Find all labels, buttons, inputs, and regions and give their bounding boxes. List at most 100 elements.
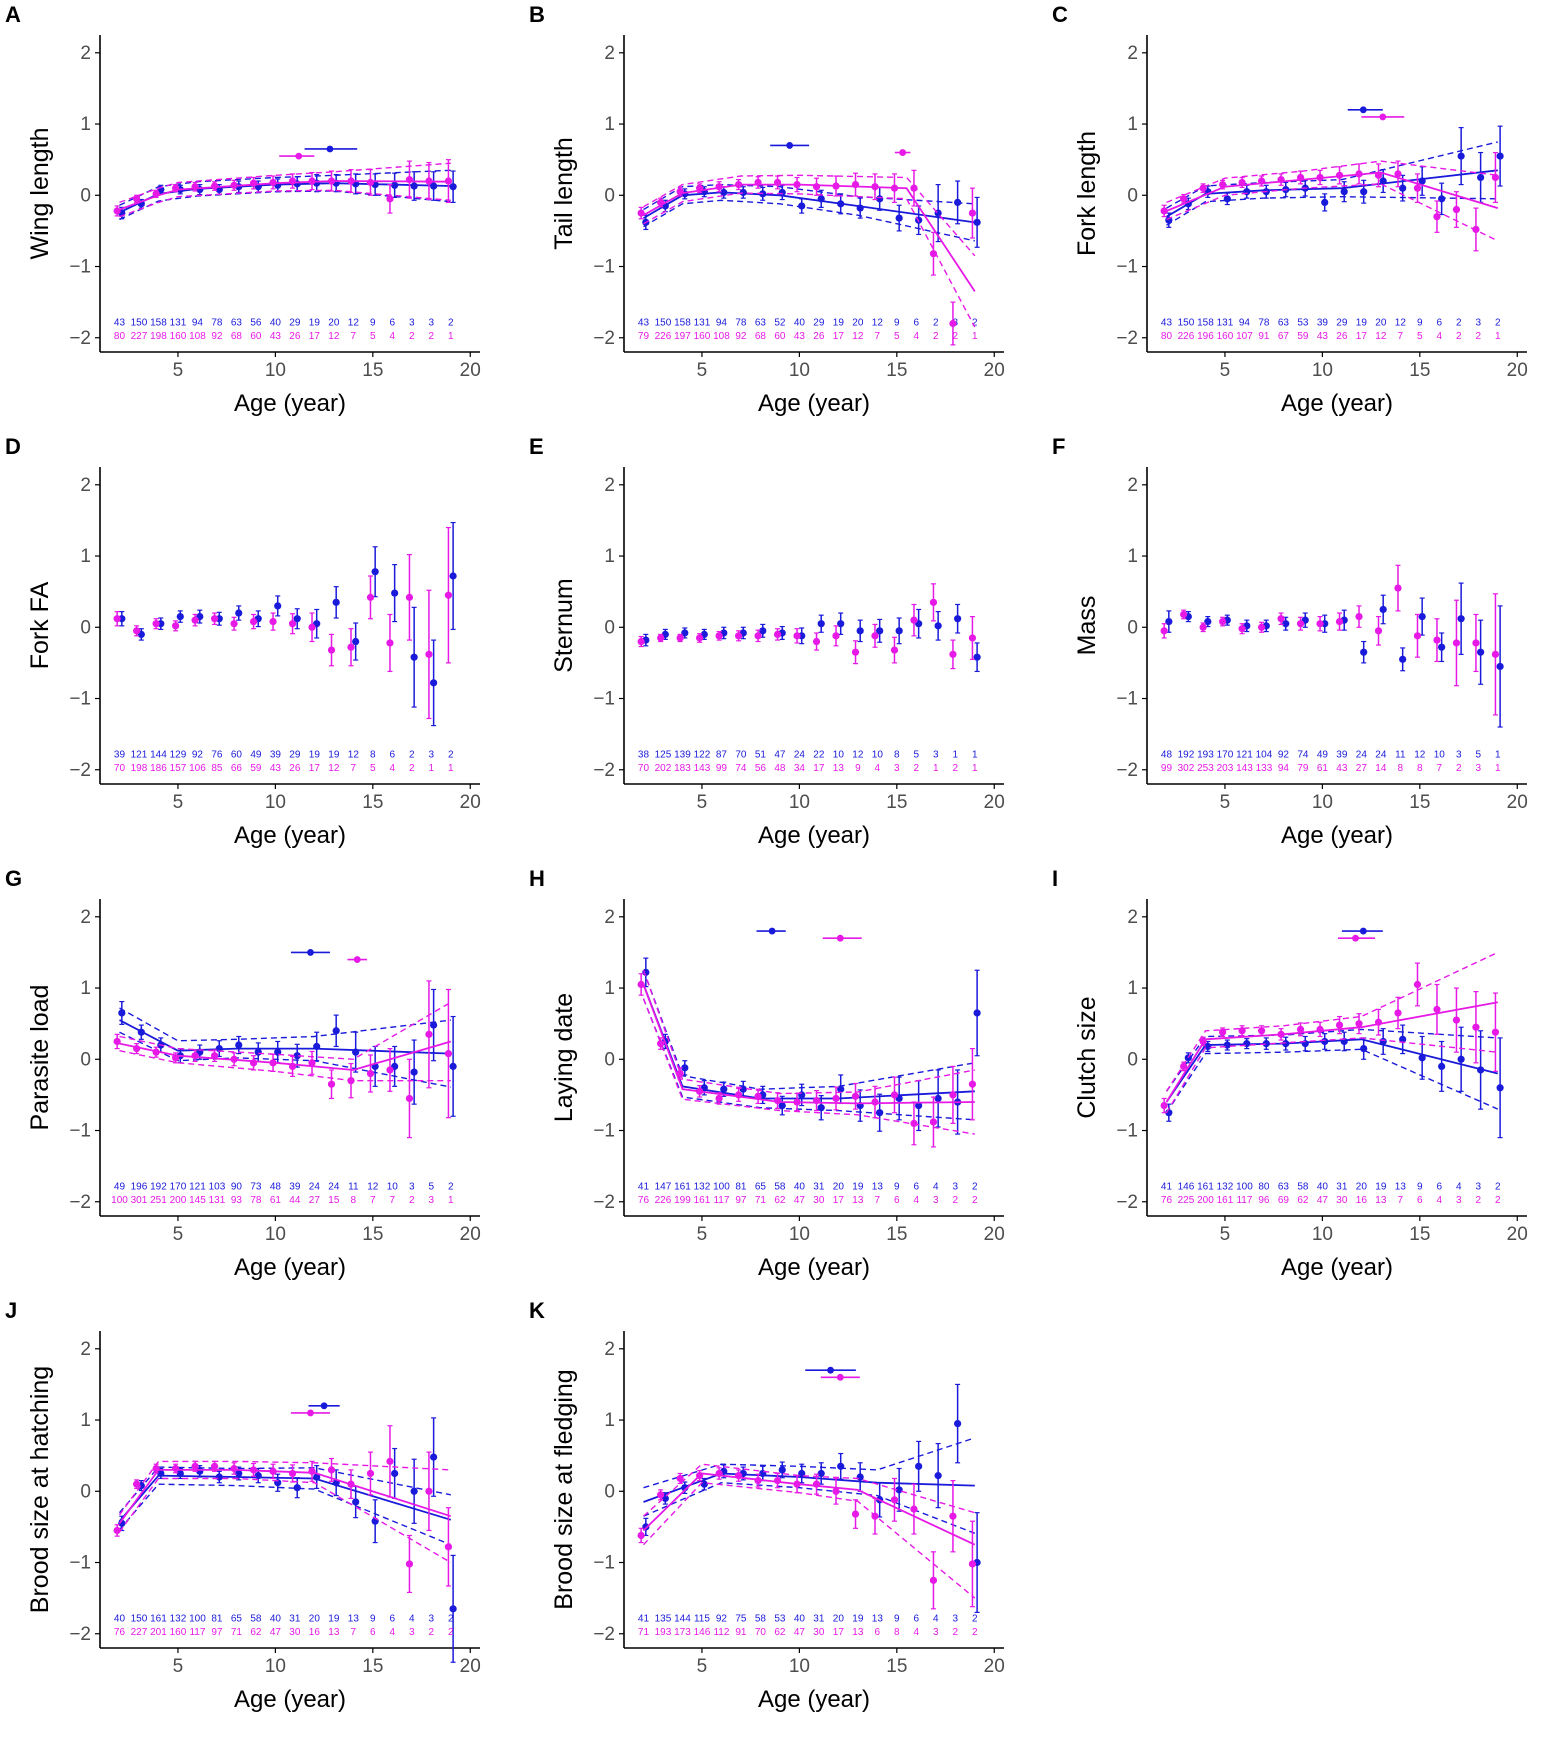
data-point [642, 1523, 650, 1531]
data-point [949, 650, 957, 658]
sample-size-label: 40 [794, 1182, 806, 1193]
x-axis-label: Age (year) [234, 1686, 346, 1713]
series-female: 76 226 199 161 117 97 71 62 47 30 17 13 7 6 4 3 2 2 [637, 934, 978, 1206]
sample-size-label: 26 [289, 331, 301, 342]
data-point [1223, 195, 1231, 203]
x-tick-label: 20 [1507, 360, 1528, 381]
panel-h: H Laying date Age (year) −2 −1 0 1 2 5 10 15 20 41 14… [524, 864, 1024, 1284]
sample-size-label: 92 [192, 750, 204, 761]
sample-size-label: 3 [1476, 318, 1482, 329]
sample-size-label: 139 [674, 750, 691, 761]
sample-size-label: 121 [1236, 750, 1253, 761]
sample-size-label: 87 [716, 750, 728, 761]
sample-size-label: 16 [309, 1627, 321, 1638]
data-point [1472, 639, 1480, 647]
series-female: 70 202 183 143 99 74 56 48 34 17 13 9 4 3 2 1 2 1 [637, 583, 978, 774]
sample-size-label: 121 [131, 750, 148, 761]
data-point [1277, 176, 1285, 184]
data-point [210, 615, 219, 623]
data-point [425, 1487, 433, 1495]
data-point [837, 620, 845, 628]
chart-i: I Clutch size Age (year) −2 −1 0 1 2 5 10 15 20 41 14… [1052, 866, 1528, 1281]
sample-size-label: 8 [894, 1627, 900, 1638]
sample-size-label: 108 [189, 331, 206, 342]
sample-size-label: 39 [114, 750, 126, 761]
data-point [871, 1512, 879, 1520]
sample-size-label: 8 [1398, 763, 1404, 774]
data-point [676, 1474, 684, 1483]
data-point [949, 319, 957, 328]
sample-size-label: 49 [1317, 750, 1329, 761]
breakpoint-point [836, 934, 844, 942]
data-point [968, 634, 977, 642]
sample-size-label: 1 [448, 1195, 454, 1206]
sample-size-label: 70 [114, 763, 126, 774]
ci-lower-line [643, 192, 976, 328]
data-point [1238, 178, 1246, 187]
sample-size-label: 63 [231, 318, 243, 329]
sample-size-label: 158 [674, 318, 691, 329]
x-tick-label: 5 [697, 360, 708, 381]
data-point [832, 1094, 840, 1103]
sample-size-label: 2 [972, 318, 978, 329]
data-point [1160, 627, 1168, 635]
sample-size-label: 10 [1434, 750, 1446, 761]
data-point [1418, 612, 1426, 621]
sample-size-label: 160 [1217, 331, 1234, 342]
data-point [1204, 617, 1212, 626]
sample-size-label: 2 [953, 1627, 959, 1638]
data-point [1184, 1054, 1192, 1062]
data-point [1413, 980, 1422, 989]
sample-size-label: 2 [1476, 331, 1482, 342]
sample-size-label: 59 [1297, 331, 1309, 342]
sample-size-label: 92 [211, 331, 223, 342]
data-point [430, 1021, 438, 1029]
x-axis-label: Age (year) [234, 390, 346, 417]
data-point [915, 1101, 923, 1110]
sample-size-label: 144 [674, 1614, 691, 1625]
x-tick-label: 15 [1409, 360, 1430, 381]
x-tick-label: 20 [984, 792, 1005, 813]
data-point [235, 1041, 243, 1049]
data-point [851, 180, 860, 189]
sample-size-label: 161 [674, 1182, 691, 1193]
data-point [1335, 171, 1344, 179]
panel-b: B Tail length Age (year) −2 −1 0 1 2 5 10 15 20 43 15… [524, 0, 1024, 420]
data-point [152, 190, 160, 198]
sample-size-label: 106 [189, 763, 206, 774]
x-axis-label: Age (year) [758, 390, 870, 417]
panel-label: H [529, 866, 545, 891]
sample-size-label: 78 [735, 318, 747, 329]
y-tick-label: 0 [80, 617, 91, 638]
data-point [1413, 632, 1422, 640]
x-axis-label: Age (year) [234, 822, 346, 849]
data-point [681, 629, 689, 637]
sample-size-label: 6 [390, 318, 396, 329]
data-point [332, 1027, 340, 1035]
sample-size-label: 2 [429, 331, 435, 342]
data-point [1340, 188, 1348, 196]
data-point [1413, 184, 1422, 192]
sample-size-label: 48 [1161, 750, 1173, 761]
data-point [352, 1498, 360, 1506]
sample-size-label: 145 [189, 1195, 206, 1206]
x-tick-label: 20 [984, 1656, 1005, 1677]
sample-size-label: 1 [448, 763, 454, 774]
sample-size-label: 27 [309, 1195, 321, 1206]
data-point [1262, 1040, 1270, 1048]
fit-line [642, 984, 975, 1100]
sample-size-label: 2 [933, 318, 939, 329]
y-tick-label: 1 [1127, 114, 1138, 135]
sample-size-label: 31 [813, 1182, 825, 1193]
y-tick-label: −2 [1116, 1192, 1138, 1213]
sample-size-label: 62 [1297, 1195, 1309, 1206]
sample-size-label: 92 [716, 1614, 728, 1625]
sample-size-label: 48 [270, 1182, 282, 1193]
data-point [696, 1087, 704, 1095]
data-point [288, 177, 297, 185]
y-axis-label: Wing length [26, 127, 54, 259]
sample-size-label: 19 [1375, 1182, 1387, 1193]
x-tick-label: 15 [886, 1656, 907, 1677]
